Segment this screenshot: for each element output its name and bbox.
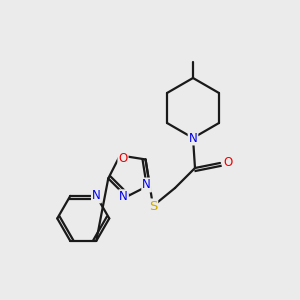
Text: N: N — [142, 178, 151, 191]
Text: O: O — [224, 157, 232, 169]
Text: N: N — [119, 190, 128, 203]
Text: N: N — [92, 189, 100, 203]
Text: O: O — [118, 152, 127, 165]
Text: S: S — [149, 200, 157, 212]
Text: N: N — [189, 131, 197, 145]
